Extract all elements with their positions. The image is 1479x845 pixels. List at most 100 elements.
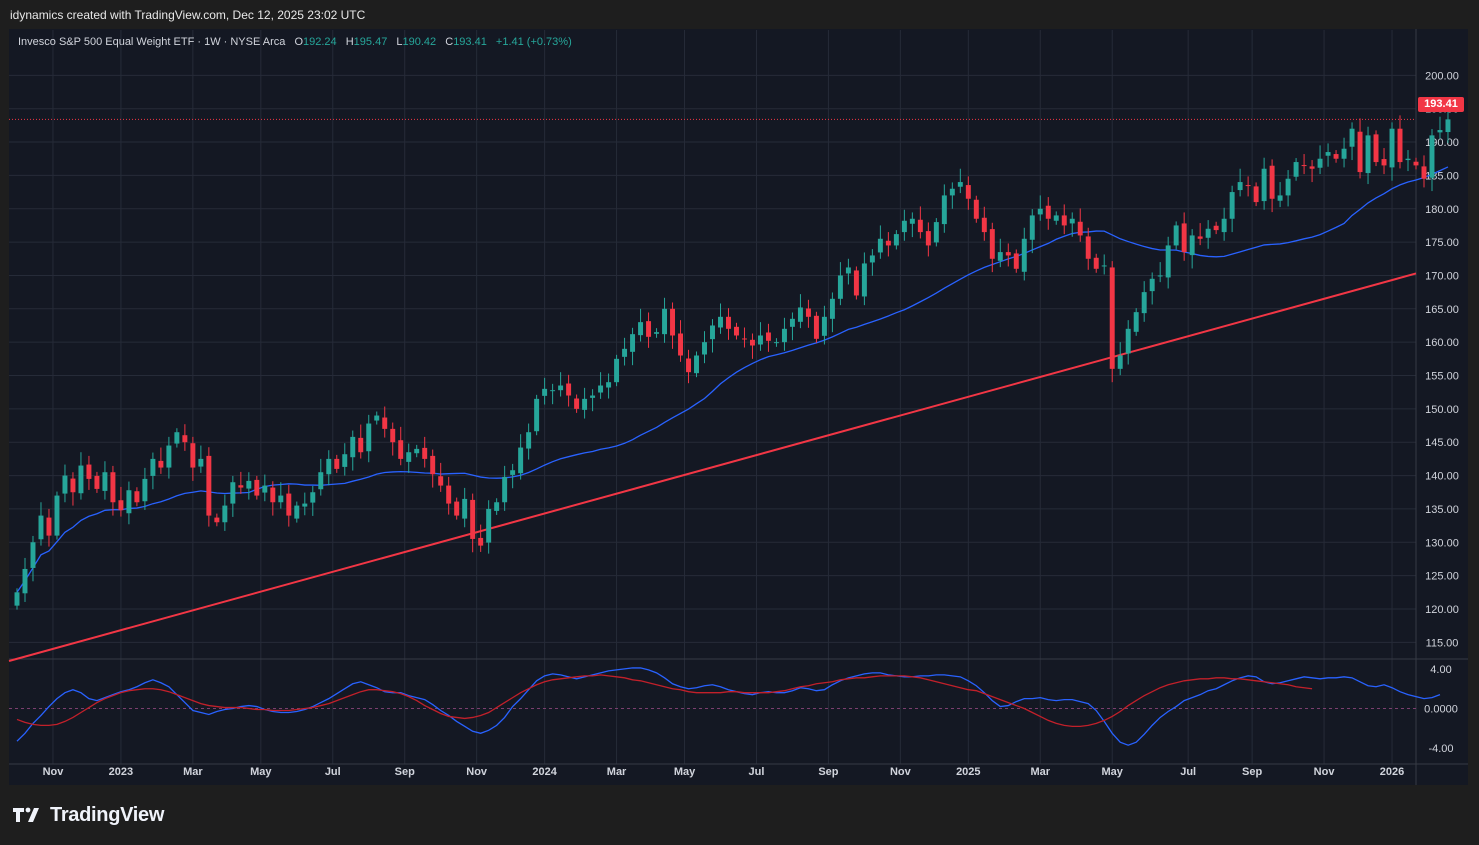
- candle-body: [1341, 148, 1347, 159]
- candle-body: [749, 339, 755, 346]
- candle-body: [997, 252, 1003, 261]
- candle-body: [821, 316, 827, 336]
- candle-body: [142, 478, 148, 502]
- candle-body: [454, 501, 460, 516]
- tradingview-logo: TradingView: [12, 802, 164, 828]
- price-tick-label: 165.00: [1425, 304, 1459, 316]
- price-tick-label: 175.00: [1425, 237, 1459, 249]
- candle-body: [294, 505, 300, 519]
- candle-body: [102, 472, 108, 491]
- time-tick-label: May: [674, 766, 696, 778]
- time-tick-label: 2026: [1380, 766, 1404, 778]
- candle-body: [302, 503, 308, 507]
- candle-body: [1029, 215, 1035, 240]
- candle-body: [422, 447, 428, 459]
- candle-body: [126, 490, 132, 514]
- candle-body: [1093, 257, 1099, 269]
- candle-body: [1357, 131, 1363, 173]
- candle-body: [54, 495, 60, 536]
- candle-body: [278, 495, 284, 503]
- price-tick-label: 155.00: [1425, 371, 1459, 383]
- candle-body: [1413, 161, 1419, 166]
- candle-body: [542, 388, 548, 396]
- price-tick-label: 115.00: [1426, 637, 1459, 649]
- candle-body: [662, 308, 668, 335]
- candle-body: [86, 464, 92, 479]
- candle-body: [1261, 168, 1267, 202]
- candle-body: [270, 487, 276, 503]
- candle-body: [941, 195, 947, 225]
- candle-body: [494, 502, 500, 511]
- candle-body: [1301, 165, 1307, 167]
- candle-body: [1101, 265, 1107, 267]
- candle-body: [478, 537, 484, 546]
- candle-body: [390, 428, 396, 443]
- candle-body: [206, 455, 212, 516]
- symbol-title: Invesco S&P 500 Equal Weight ETF · 1W · …: [18, 36, 286, 48]
- candle-body: [1013, 253, 1019, 269]
- candle-body: [957, 182, 963, 187]
- candle-body: [1229, 192, 1235, 219]
- candle-body: [510, 470, 516, 475]
- candle-body: [654, 332, 660, 334]
- candle-body: [989, 229, 995, 259]
- candle-body: [765, 332, 771, 341]
- candle-body: [773, 342, 779, 344]
- candle-body: [502, 476, 508, 503]
- candle-body: [1021, 238, 1027, 272]
- candle-body: [430, 455, 436, 475]
- candle-body: [14, 592, 20, 606]
- candle-body: [1429, 135, 1435, 178]
- candle-body: [366, 423, 372, 452]
- candle-body: [406, 452, 412, 462]
- candle-body: [470, 499, 476, 539]
- candle-body: [246, 480, 252, 489]
- candle-body: [1365, 135, 1371, 174]
- candle-body: [30, 542, 36, 568]
- candle-body: [350, 436, 356, 458]
- candle-body: [78, 465, 84, 494]
- candle-body: [1005, 252, 1011, 256]
- candle-body: [718, 316, 723, 328]
- candle-body: [62, 475, 68, 494]
- time-tick-label: 2024: [532, 766, 557, 778]
- candle-body: [1293, 162, 1299, 177]
- candle-body: [1181, 223, 1187, 253]
- close-value: 193.41: [453, 36, 487, 48]
- candle-body: [1053, 215, 1059, 221]
- candle-body: [1405, 158, 1411, 161]
- candle-body: [222, 505, 228, 523]
- candle-body: [38, 515, 44, 540]
- candle-body: [694, 355, 699, 374]
- candle-body: [1269, 165, 1275, 199]
- tradingview-logo-icon: [13, 807, 39, 822]
- candle-body: [598, 385, 604, 393]
- candle-body: [1125, 328, 1131, 354]
- candle-body: [734, 326, 739, 336]
- candle-body: [1117, 355, 1123, 369]
- moving-average-line: [16, 166, 1449, 593]
- candle-body: [238, 485, 244, 488]
- candle-body: [845, 267, 851, 274]
- candle-body: [670, 308, 676, 336]
- candle-body: [166, 445, 172, 468]
- candle-body: [398, 440, 404, 459]
- candle-body: [869, 255, 875, 263]
- candle-body: [1285, 178, 1291, 196]
- candle-body: [310, 492, 316, 503]
- candle-body: [358, 437, 364, 453]
- ohlc-legend: Invesco S&P 500 Equal Weight ETF · 1W · …: [18, 36, 572, 48]
- time-tick-label: Jul: [1180, 766, 1196, 778]
- candle-body: [757, 335, 763, 345]
- candle-body: [1077, 221, 1083, 236]
- candle-body: [190, 443, 196, 468]
- time-tick-label: Nov: [890, 766, 912, 778]
- time-tick-label: Nov: [466, 766, 488, 778]
- time-tick-label: Sep: [818, 766, 838, 778]
- candle-body: [638, 322, 644, 336]
- candle-body: [1445, 119, 1451, 133]
- candle-body: [70, 478, 76, 493]
- candle-body: [254, 479, 260, 496]
- candle-body: [1317, 158, 1323, 168]
